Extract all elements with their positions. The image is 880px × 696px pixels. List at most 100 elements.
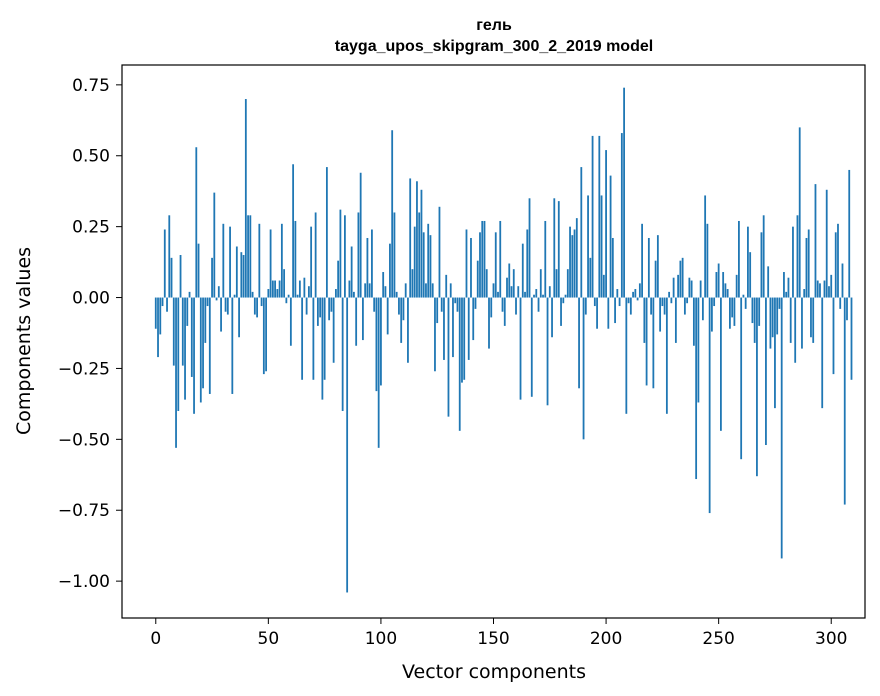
bar-61 — [292, 164, 295, 298]
bar-300 — [830, 274, 833, 298]
bar-308 — [848, 169, 851, 298]
x-tick-label: 50 — [258, 629, 280, 649]
bar-27 — [215, 297, 218, 301]
bar-275 — [774, 297, 776, 409]
bar-240 — [695, 297, 698, 480]
bar-78 — [330, 297, 333, 312]
bar-47 — [260, 297, 263, 307]
bar-126 — [438, 206, 441, 298]
bar-10 — [177, 297, 180, 411]
bar-242 — [699, 280, 702, 298]
bar-39 — [242, 255, 245, 298]
bar-5 — [166, 297, 168, 312]
bar-138 — [465, 229, 468, 298]
bar-154 — [501, 297, 504, 312]
bar-239 — [692, 297, 695, 346]
bar-274 — [771, 297, 774, 338]
bar-8 — [172, 297, 175, 366]
bar-171 — [539, 269, 542, 298]
bar-277 — [778, 297, 781, 309]
bar-58 — [285, 297, 288, 304]
bar-209 — [625, 297, 628, 414]
bar-164 — [524, 291, 526, 298]
bar-45 — [256, 297, 258, 318]
bar-257 — [733, 297, 736, 326]
bar-193 — [589, 257, 592, 298]
y-tick-label: 0.75 — [72, 76, 110, 96]
bar-246 — [708, 297, 711, 514]
bar-210 — [627, 297, 630, 304]
bar-101 — [382, 272, 385, 298]
bar-260 — [740, 297, 743, 460]
bar-111 — [404, 283, 407, 298]
bar-148 — [488, 297, 490, 349]
bar-40 — [244, 99, 247, 298]
bar-278 — [780, 297, 783, 559]
bar-212 — [632, 291, 634, 298]
bar-99 — [377, 297, 380, 448]
bar-131 — [449, 283, 452, 298]
bar-272 — [767, 266, 770, 298]
bar-252 — [722, 272, 725, 298]
bar-169 — [535, 289, 538, 298]
bar-139 — [467, 297, 470, 360]
bar-21 — [202, 297, 204, 389]
bar-198 — [600, 195, 603, 298]
bar-226 — [663, 297, 666, 315]
bar-286 — [798, 127, 801, 298]
bar-227 — [665, 297, 668, 414]
bar-307 — [846, 297, 848, 321]
bar-184 — [569, 226, 571, 298]
bar-265 — [751, 297, 754, 324]
bar-279 — [783, 272, 785, 298]
bar-199 — [602, 274, 605, 298]
bar-57 — [283, 269, 286, 298]
bar-80 — [334, 289, 337, 298]
bar-96 — [371, 229, 373, 298]
bar-216 — [641, 223, 643, 298]
bar-191 — [584, 297, 587, 315]
x-tick-label: 300 — [815, 629, 847, 649]
bar-250 — [717, 263, 720, 298]
bar-235 — [683, 297, 686, 315]
bar-208 — [623, 87, 625, 298]
bar-266 — [753, 297, 756, 343]
bar-281 — [787, 277, 790, 298]
bar-233 — [679, 260, 682, 298]
bar-117 — [418, 212, 421, 298]
bar-297 — [823, 280, 826, 298]
bar-166 — [528, 198, 531, 298]
bar-200 — [605, 150, 607, 298]
bar-7 — [170, 257, 173, 298]
bar-107 — [395, 291, 398, 298]
bar-155 — [503, 297, 506, 326]
bar-75 — [323, 297, 326, 380]
y-tick-label: −0.75 — [58, 501, 110, 521]
bar-123 — [431, 283, 434, 298]
bar-162 — [519, 297, 522, 400]
bar-256 — [731, 297, 734, 318]
bar-157 — [508, 263, 511, 298]
bar-178 — [555, 269, 558, 298]
bar-290 — [807, 229, 810, 298]
bar-48 — [262, 297, 265, 375]
bar-90 — [357, 212, 360, 298]
bar-15 — [188, 291, 191, 298]
bar-89 — [355, 297, 358, 346]
y-tick-label: 0.00 — [72, 289, 110, 309]
bar-295 — [819, 283, 821, 298]
bar-46 — [258, 223, 261, 298]
bar-215 — [638, 283, 641, 298]
bar-115 — [413, 226, 416, 298]
bar-244 — [704, 195, 707, 298]
bar-34 — [231, 297, 234, 394]
x-tick-label: 0 — [150, 629, 161, 649]
bar-122 — [429, 235, 432, 298]
bar-254 — [726, 289, 729, 298]
bar-140 — [470, 237, 472, 298]
bar-103 — [386, 297, 389, 335]
bar-217 — [643, 297, 646, 343]
bar-146 — [483, 220, 486, 298]
bar-29 — [220, 297, 222, 332]
bar-237 — [688, 277, 691, 298]
